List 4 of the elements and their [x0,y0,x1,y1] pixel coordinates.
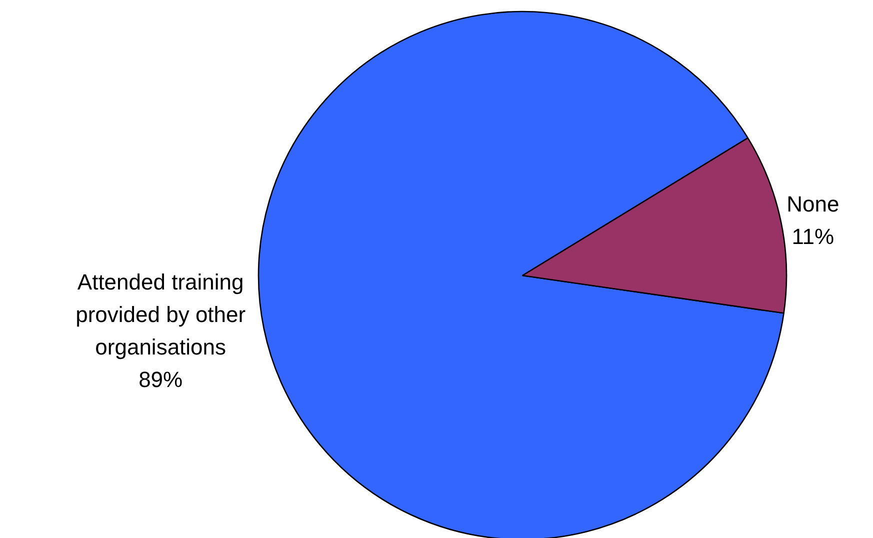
slice-label: None [786,192,840,217]
data-label: 89% [138,366,183,392]
data-label: 11% [792,224,834,250]
slice-label: Attended training provided by other organisations [76,269,246,360]
